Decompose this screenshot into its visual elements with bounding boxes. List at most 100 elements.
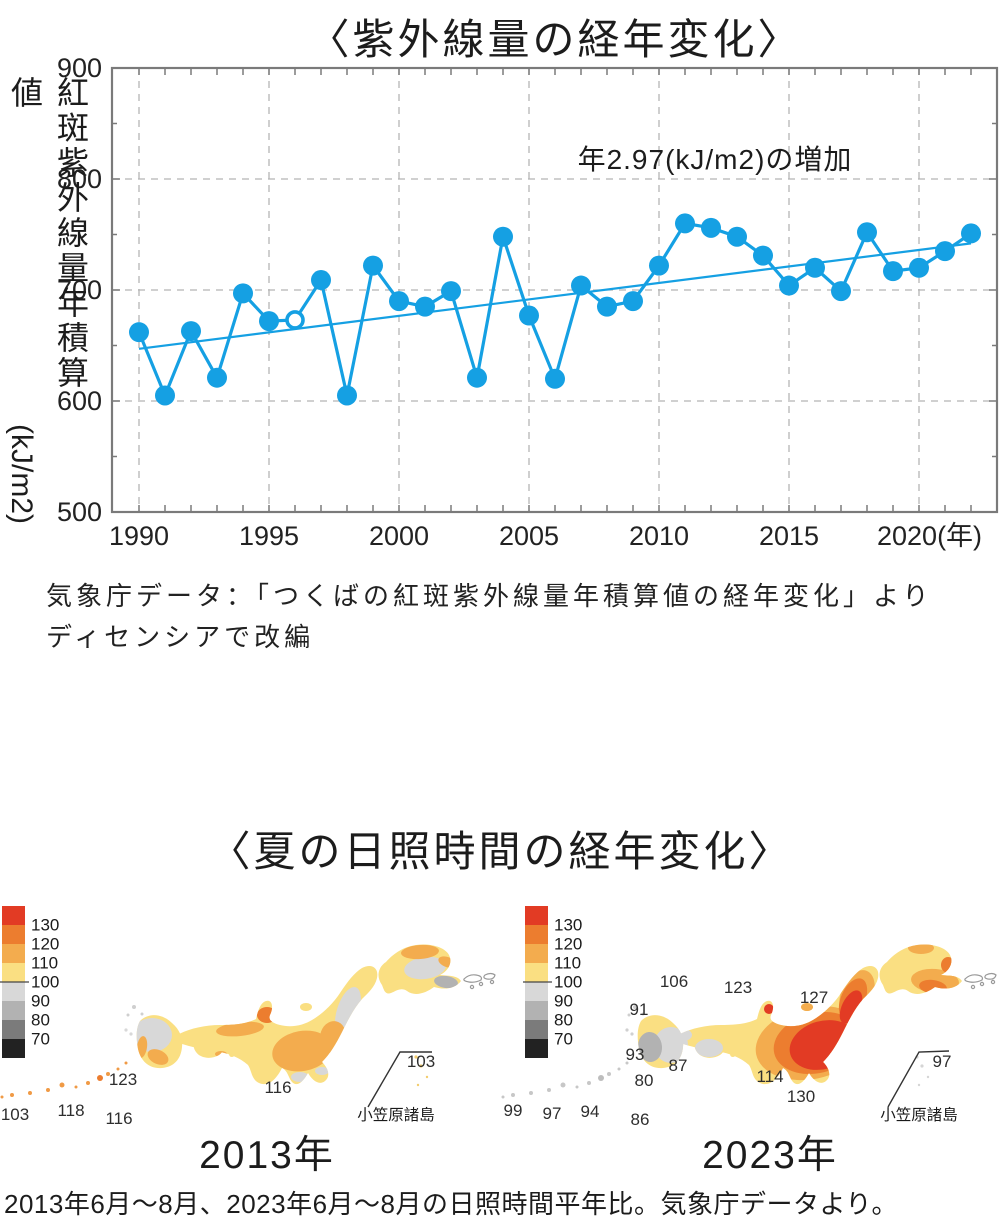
legend-swatch [2, 906, 25, 925]
station-value-label: 118 [57, 1101, 84, 1120]
data-point-2012 [701, 217, 721, 238]
station-value-label: 114 [756, 1067, 783, 1086]
station-value-label: 99 [504, 1101, 523, 1120]
data-point-2004 [493, 226, 513, 247]
legend-label: 70 [31, 1030, 50, 1049]
data-point-1994 [233, 283, 253, 304]
trend-annotation: 年2.97(kJ/m2)の増加 [577, 144, 853, 175]
station-value-label: 94 [581, 1102, 600, 1121]
legend-label: 110 [554, 954, 581, 973]
legend-label: 70 [554, 1030, 573, 1049]
data-point-2006 [545, 368, 565, 389]
uv-source-line1: 気象庁データ：「つくばの紅斑紫外線量年積算値の経年変化」より [46, 581, 933, 611]
data-point-2013 [727, 226, 747, 247]
y-axis-tick-label: 800 [57, 164, 102, 194]
small-islands-2023 [501, 972, 997, 1099]
legend-label: 80 [554, 1011, 573, 1030]
legend-swatch [525, 925, 548, 944]
legend-label: 130 [31, 916, 59, 935]
x-axis-tick-label: 2010 [629, 521, 689, 551]
data-point-2007 [571, 275, 591, 296]
station-value-label: 97 [543, 1104, 562, 1123]
small-islands-2013 [0, 972, 496, 1099]
station-value-label: 93 [626, 1045, 645, 1064]
data-point-2016 [805, 257, 825, 278]
data-point-1997 [311, 270, 331, 291]
map-regions-2023 [637, 944, 962, 1085]
ogasawara-pointer-line [887, 1050, 950, 1108]
legend-label: 130 [554, 916, 582, 935]
y-axis-tick-label: 600 [57, 386, 102, 416]
data-point-2003 [467, 367, 487, 388]
station-value-label: 86 [631, 1110, 650, 1129]
data-point-2014 [753, 245, 773, 266]
legend-label: 90 [554, 992, 573, 1011]
data-point-2008 [597, 296, 617, 317]
x-axis-tick-label: 1990 [109, 521, 169, 551]
station-value-label: 123 [109, 1070, 137, 1089]
x-axis-tick-label: 2000 [369, 521, 429, 551]
legend-swatch [525, 1001, 548, 1020]
map-value-labels-2013: 103 118 116 123 116 103 [1, 1052, 435, 1128]
legend-swatch [2, 1001, 25, 1020]
data-point-2001 [415, 296, 435, 317]
data-point-2009 [623, 291, 643, 312]
y-axis-tick-label: 700 [57, 275, 102, 305]
legend-swatch [525, 1020, 548, 1039]
y-axis-tick-label: 500 [57, 497, 102, 527]
legend-label: 100 [31, 973, 59, 992]
station-value-label: 106 [660, 972, 688, 991]
legend-swatch [525, 906, 548, 925]
trend-line [138, 242, 972, 350]
station-value-label: 116 [264, 1078, 291, 1097]
station-value-label: 80 [635, 1071, 654, 1090]
data-point-2017 [831, 281, 851, 302]
uv-line-chart: 500 600 700 800 900 1990 1995 2000 2005 2010 2015 2… [57, 53, 999, 551]
data-point-2000 [389, 291, 409, 312]
data-point-2020 [909, 257, 929, 278]
data-point-2022 [961, 223, 981, 244]
data-point-2015 [779, 275, 799, 296]
data-point-1996 [285, 310, 305, 330]
data-point-1998 [337, 385, 357, 406]
y-axis-unit: (kJ/m2) [5, 424, 38, 524]
station-value-label: 91 [630, 1000, 649, 1019]
legend-swatch [525, 963, 548, 982]
map-year-label-2013: 2013年 [199, 1134, 335, 1177]
data-point-2005 [519, 305, 539, 326]
sunshine-caption: 2013年6月〜8月、2023年6月〜8月の日照時間平年比。気象庁データより。 [4, 1189, 898, 1219]
sunshine-title: 〈夏の日照時間の経年変化〉 [208, 828, 794, 875]
legend-label: 110 [31, 954, 58, 973]
ogasawara-note: 小笠原諸島 [880, 1106, 958, 1124]
station-value-label: 123 [724, 978, 752, 997]
station-value-label: 103 [1, 1105, 29, 1124]
data-point-2010 [649, 255, 669, 276]
uv-chart-title: 〈紫外線量の経年変化〉 [307, 16, 803, 63]
y-axis-tick-label: 900 [57, 53, 102, 83]
legend-swatch [525, 982, 548, 1001]
station-value-label: 87 [669, 1056, 688, 1075]
x-axis-tick-label: 2005 [499, 521, 559, 551]
legend-swatch [2, 1020, 25, 1039]
uv-source-line2: ディセンシアで改編 [46, 622, 315, 652]
legend-label: 100 [554, 973, 582, 992]
data-point-1999 [363, 255, 383, 276]
map-regions-2013 [136, 944, 461, 1085]
legend-swatch [2, 944, 25, 963]
x-axis-tick-label: 2020(年) [877, 521, 982, 551]
legend-swatch [2, 963, 25, 982]
legend-swatch [2, 982, 25, 1001]
data-point-1990 [129, 322, 149, 343]
y-axis-title: 紅斑紫外線量年積算値 [7, 76, 89, 391]
legend-swatch [2, 925, 25, 944]
legend-swatch [2, 1039, 25, 1058]
station-value-label: 130 [787, 1087, 815, 1106]
uv-source-caption: 気象庁データ：「つくばの紅斑紫外線量年積算値の経年変化」より ディセンシアで改編 [46, 576, 996, 658]
data-point-1992 [181, 321, 201, 342]
legend-label: 120 [31, 935, 59, 954]
